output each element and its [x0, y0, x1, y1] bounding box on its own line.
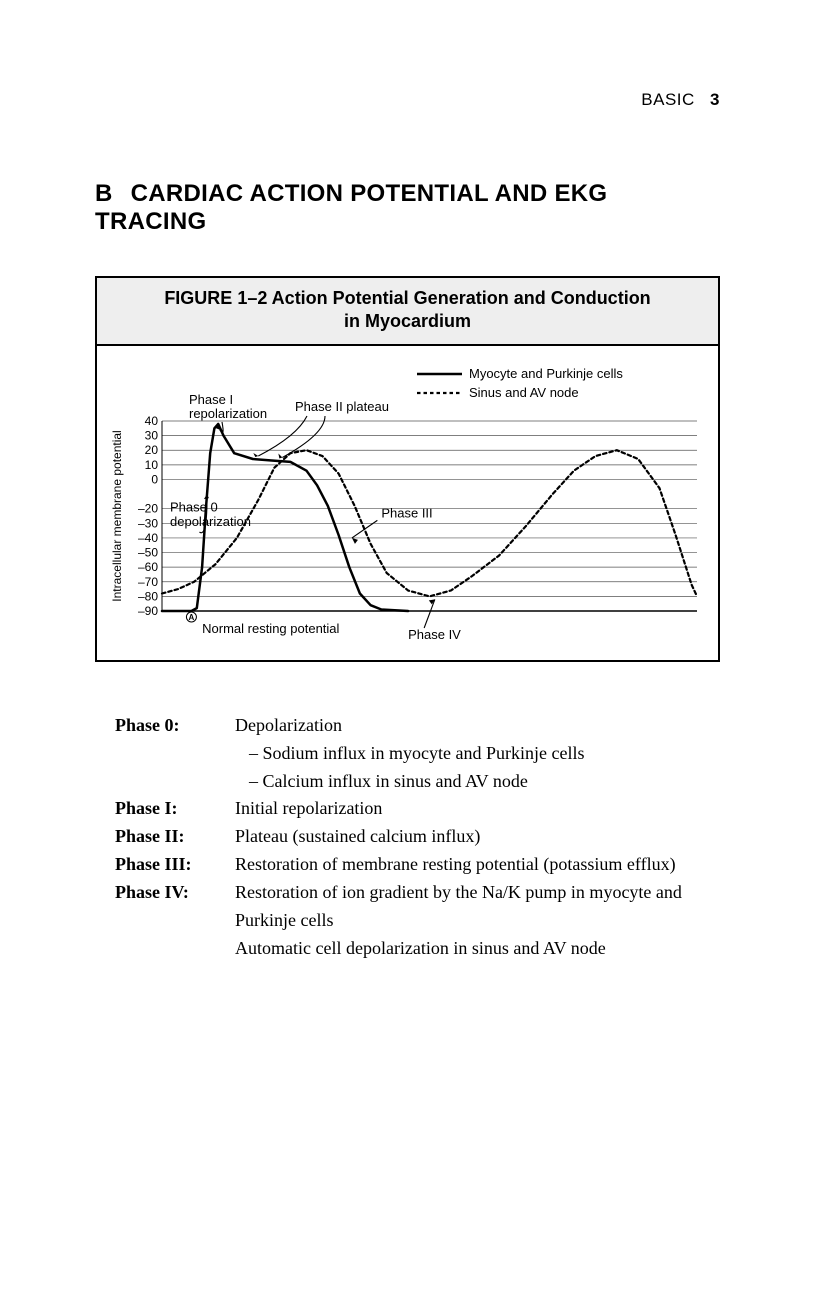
svg-text:–50: –50 [138, 545, 158, 559]
action-potential-chart: 403020100 –20–30–40–50–60–70–80–90 Intrace… [107, 356, 707, 646]
page: BASIC 3 BCARDIAC ACTION POTENTIAL AND EK… [0, 0, 815, 1023]
svg-text:–90: –90 [138, 604, 158, 618]
phase-label: Phase II: [115, 823, 235, 851]
svg-text:–70: –70 [138, 575, 158, 589]
svg-text:Phase III: Phase III [381, 505, 432, 520]
svg-text:Normal resting potential: Normal resting potential [202, 621, 339, 636]
svg-text:10: 10 [145, 458, 159, 472]
section-letter: B [95, 180, 113, 207]
phase-line: Plateau (sustained calcium influx) [235, 823, 720, 851]
phase-body: Plateau (sustained calcium influx) [235, 823, 720, 851]
section-heading: CARDIAC ACTION POTENTIAL AND EKG TRACING [95, 180, 607, 235]
svg-text:Phase IV: Phase IV [408, 627, 461, 642]
svg-text:0: 0 [151, 472, 158, 486]
phase-body: Initial repolarization [235, 795, 720, 823]
phase-body: Restoration of membrane resting potentia… [235, 851, 720, 879]
header-section: BASIC [641, 90, 695, 109]
svg-text:–40: –40 [138, 531, 158, 545]
figure-title: FIGURE 1–2 Action Potential Generation a… [97, 278, 718, 346]
phase-line: Depolarization [235, 712, 720, 740]
svg-text:40: 40 [145, 414, 159, 428]
phase-row: Phase III:Restoration of membrane restin… [115, 851, 720, 879]
figure-title-line1: FIGURE 1–2 Action Potential Generation a… [105, 287, 710, 310]
svg-text:Phase 0: Phase 0 [170, 499, 218, 514]
svg-text:Phase II plateau: Phase II plateau [295, 399, 389, 414]
svg-text:30: 30 [145, 428, 159, 442]
phase-label: Phase 0: [115, 712, 235, 796]
phase-line: Restoration of membrane resting potentia… [235, 851, 720, 879]
phase-line: Restoration of ion gradient by the Na/K … [235, 879, 720, 935]
phase-body: Restoration of ion gradient by the Na/K … [235, 879, 720, 963]
figure-box: FIGURE 1–2 Action Potential Generation a… [95, 276, 720, 662]
svg-text:Intracellular membrane potenti: Intracellular membrane potential [110, 430, 124, 601]
figure-title-line2: in Myocardium [105, 310, 710, 333]
svg-text:–80: –80 [138, 589, 158, 603]
svg-text:A: A [189, 613, 195, 622]
phase-label: Phase III: [115, 851, 235, 879]
svg-text:20: 20 [145, 443, 159, 457]
phase-line: Automatic cell depolarization in sinus a… [235, 935, 720, 963]
phase-body: DepolarizationSodium influx in myocyte a… [235, 712, 720, 796]
phase-row: Phase I:Initial repolarization [115, 795, 720, 823]
chart-area: 403020100 –20–30–40–50–60–70–80–90 Intrace… [97, 346, 718, 660]
phase-row: Phase 0:DepolarizationSodium influx in m… [115, 712, 720, 796]
phase-row: Phase II:Plateau (sustained calcium infl… [115, 823, 720, 851]
phase-line: Initial repolarization [235, 795, 720, 823]
phase-row: Phase IV:Restoration of ion gradient by … [115, 879, 720, 963]
phase-label: Phase IV: [115, 879, 235, 963]
svg-text:–30: –30 [138, 516, 158, 530]
svg-text:repolarization: repolarization [189, 406, 267, 421]
phase-subline: Calcium influx in sinus and AV node [235, 768, 720, 796]
svg-text:Phase I: Phase I [189, 392, 233, 407]
phase-subline: Sodium influx in myocyte and Purkinje ce… [235, 740, 720, 768]
svg-text:depolarization: depolarization [170, 514, 251, 529]
svg-text:–20: –20 [138, 501, 158, 515]
page-number: 3 [710, 90, 720, 109]
phase-label: Phase I: [115, 795, 235, 823]
section-title: BCARDIAC ACTION POTENTIAL AND EKG TRACIN… [95, 180, 720, 236]
phase-list: Phase 0:DepolarizationSodium influx in m… [95, 712, 720, 963]
page-header: BASIC 3 [95, 90, 720, 110]
svg-text:Sinus and AV node: Sinus and AV node [469, 385, 579, 400]
svg-text:Myocyte and Purkinje cells: Myocyte and Purkinje cells [469, 366, 623, 381]
svg-text:–60: –60 [138, 560, 158, 574]
